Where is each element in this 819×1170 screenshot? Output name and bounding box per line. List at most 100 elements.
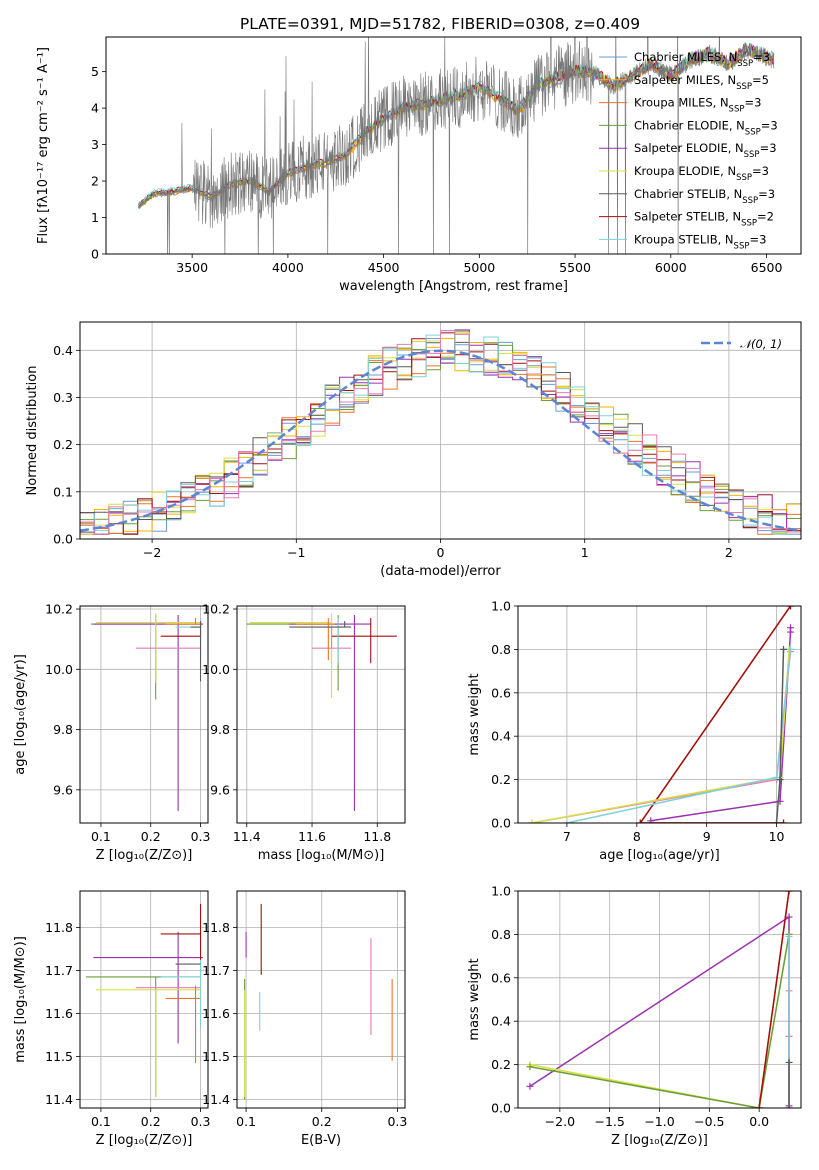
legend-subscript: SSP bbox=[741, 219, 757, 229]
mass-weight-line bbox=[639, 606, 792, 823]
spectrum-xtick-label: 6000 bbox=[655, 260, 687, 275]
spectrum-xtick-label: 5000 bbox=[463, 260, 495, 275]
legend-subscript: SSP bbox=[734, 241, 750, 251]
age_vs_mass-xtick-label: 11.6 bbox=[298, 829, 326, 844]
residuals-ytick-label: 0.4 bbox=[53, 343, 73, 358]
age_vs_mass-ytick-label: 10.2 bbox=[202, 602, 230, 617]
age_vs_Z-xtick-label: 0.1 bbox=[91, 829, 111, 844]
mass-weight-marker bbox=[785, 1104, 793, 1108]
age_vs_Z-ytick-label: 10.0 bbox=[45, 662, 73, 677]
mass-weight-marker bbox=[785, 913, 793, 921]
weight_vs_Z-xtick-label: −0.5 bbox=[694, 1114, 724, 1129]
legend-subscript: SSP bbox=[729, 105, 745, 115]
weight_vs_age-xtick-label: 8 bbox=[633, 829, 641, 844]
weight_vs_age-ytick-label: 0.0 bbox=[491, 816, 511, 831]
age_vs_Z-ylabel: age [log₁₀(age/yr)] bbox=[13, 654, 28, 775]
residuals-panel: −2 −1 0 1 2 0.0 0.1 0.2 0.3 0.4 𝒩(0, 1) (data-model… bbox=[25, 321, 802, 579]
mass_vs_ebv-xtick-label: 0.3 bbox=[387, 1114, 407, 1129]
residuals-ytick-label: 0.0 bbox=[53, 532, 73, 547]
spectrum-ytick-label: 0 bbox=[91, 247, 99, 262]
mass_vs_Z-panel: 0.1 0.2 0.3 11.4 11.5 11.6 11.7 11.8 Z [log₁₀(Z/… bbox=[13, 890, 211, 1148]
spectrum-xtick-label: 4000 bbox=[272, 260, 304, 275]
weight_vs_Z-xtick-label: 0.0 bbox=[749, 1114, 769, 1129]
spectrum-ytick-label: 5 bbox=[91, 64, 99, 79]
spectrum-xtick-label: 5500 bbox=[559, 260, 591, 275]
mass-weight-marker bbox=[755, 1104, 763, 1108]
mass-weight-line bbox=[531, 651, 792, 823]
weight_vs_Z-ytick-label: 0.6 bbox=[491, 970, 511, 985]
legend-entry: Salpeter STELIB, NSSP=2 bbox=[634, 210, 774, 229]
residual-histogram bbox=[80, 329, 801, 535]
spectrum-xtick-label: 4500 bbox=[368, 260, 400, 275]
legend-entry: Chabrier ELODIE, NSSP=3 bbox=[634, 118, 778, 137]
mass-weight-marker bbox=[780, 819, 788, 823]
mass_vs_Z-frame bbox=[79, 890, 209, 1109]
weight_vs_age-ylabel: mass weight bbox=[467, 673, 482, 755]
legend-subscript: SSP bbox=[742, 196, 758, 206]
mass-weight-marker bbox=[780, 645, 788, 653]
mass_vs_Z-ytick-label: 11.6 bbox=[45, 1006, 73, 1021]
legend-entry: Kroupa ELODIE, NSSP=3 bbox=[634, 164, 769, 183]
weight_vs_age-xtick-label: 9 bbox=[703, 829, 711, 844]
age_vs_mass-plot-area bbox=[246, 613, 397, 811]
mass_vs_ebv-ytick-label: 11.8 bbox=[202, 920, 230, 935]
residuals-xlabel: (data-model)/error bbox=[380, 564, 501, 579]
age_vs_mass-ytick-label: 10.0 bbox=[202, 662, 230, 677]
weight_vs_Z-panel: −2.0 −1.5 −1.0 −0.5 0.0 0.0 0.2 0.4 0.6 0.8 1.0 Z [… bbox=[467, 884, 802, 1148]
weight_vs_age-xlabel: age [log₁₀(age/yr)] bbox=[599, 848, 720, 863]
legend-subscript: SSP bbox=[744, 150, 760, 160]
weight_vs_Z-ytick-label: 0.8 bbox=[491, 927, 511, 942]
spectrum-xtick-label: 3500 bbox=[176, 260, 208, 275]
mass-weight-line bbox=[758, 891, 790, 1108]
mass-weight-marker bbox=[785, 891, 793, 895]
residuals-xtick-label: 1 bbox=[581, 545, 589, 560]
weight_vs_age-ytick-label: 0.8 bbox=[491, 642, 511, 657]
mass_vs_Z-xlabel: Z [log₁₀(Z/Z⊙)] bbox=[96, 1133, 193, 1148]
mass_vs_Z-xtick-label: 0.3 bbox=[191, 1114, 211, 1129]
mass-weight-marker bbox=[785, 1058, 793, 1066]
spectrum-plot-area bbox=[138, 37, 775, 254]
age_vs_mass-ytick-label: 9.8 bbox=[210, 722, 230, 737]
age_vs_Z-ytick-label: 9.6 bbox=[53, 782, 73, 797]
legend-entry: Kroupa STELIB, NSSP=3 bbox=[634, 232, 766, 251]
age_vs_Z-frame bbox=[79, 605, 209, 824]
age_vs_mass-xtick-label: 11.8 bbox=[363, 829, 391, 844]
weight_vs_Z-xtick-label: −1.0 bbox=[644, 1114, 674, 1129]
mass_vs_Z-ytick-label: 11.4 bbox=[45, 1092, 73, 1107]
residual-histogram bbox=[80, 330, 801, 525]
weight_vs_age-ytick-label: 1.0 bbox=[491, 599, 511, 614]
mass_vs_Z-plot-area bbox=[85, 903, 204, 1098]
mass_vs_Z-ylabel: mass [log₁₀(M/M⊙)] bbox=[13, 936, 28, 1063]
mass_vs_ebv-xlabel: E(B-V) bbox=[301, 1133, 341, 1148]
weight_vs_Z-xlabel: Z [log₁₀(Z/Z⊙)] bbox=[611, 1133, 708, 1148]
weight_vs_Z-plot-area bbox=[526, 891, 793, 1108]
weight_vs_age-frame bbox=[517, 605, 802, 824]
mass-weight-line bbox=[529, 934, 790, 1108]
mass-weight-marker bbox=[787, 624, 795, 632]
legend-entry: Chabrier STELIB, NSSP=3 bbox=[634, 187, 775, 206]
mass_vs_Z-ytick-label: 11.5 bbox=[45, 1049, 73, 1064]
age_vs_Z-plot-area bbox=[90, 613, 204, 811]
mass_vs_ebv-ytick-label: 11.7 bbox=[202, 963, 230, 978]
mass-weight-marker bbox=[647, 817, 655, 823]
mass_vs_ebv-ytick-label: 11.4 bbox=[202, 1092, 230, 1107]
mass_vs_ebv-xtick-label: 0.2 bbox=[312, 1114, 332, 1129]
residuals-frame bbox=[79, 321, 802, 540]
spectrum-ytick-label: 1 bbox=[91, 210, 99, 225]
residuals-ytick-label: 0.1 bbox=[53, 484, 73, 499]
legend-subscript: SSP bbox=[736, 173, 752, 183]
mass_vs_ebv-plot-area bbox=[244, 903, 393, 1100]
residuals-xtick-label: 2 bbox=[725, 545, 733, 560]
mass-weight-marker bbox=[526, 1082, 534, 1090]
mass-weight-marker bbox=[563, 819, 571, 823]
age_vs_mass-xlabel: mass [log₁₀(M/M⊙)] bbox=[258, 848, 385, 863]
spectrum-ytick-label: 4 bbox=[91, 101, 99, 116]
mass-weight-marker bbox=[785, 933, 793, 941]
spectrum-ylabel: Flux [fλ10⁻¹⁷ erg cm⁻² s⁻¹ A⁻¹] bbox=[36, 47, 51, 244]
age_vs_Z-xlabel: Z [log₁₀(Z/Z⊙)] bbox=[96, 848, 193, 863]
legend-subscript: SSP bbox=[737, 59, 753, 69]
weight_vs_age-panel: 7 8 9 10 0.0 0.2 0.4 0.6 0.8 1.0 age [log₁₀(age/yr… bbox=[467, 599, 802, 863]
mass-weight-marker bbox=[526, 1063, 534, 1071]
residuals-xtick-label: −1 bbox=[287, 545, 305, 560]
weight_vs_age-ytick-label: 0.4 bbox=[491, 729, 511, 744]
